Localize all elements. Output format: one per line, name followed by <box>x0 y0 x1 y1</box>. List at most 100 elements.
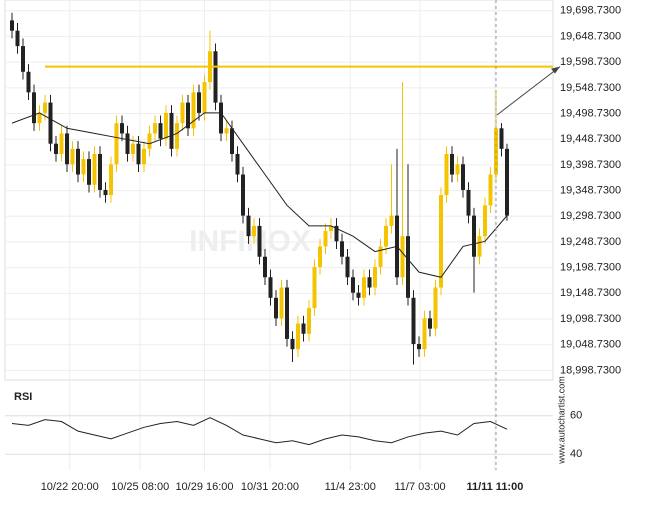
candle-body <box>191 92 196 129</box>
rsi-title: RSI <box>14 391 32 403</box>
candle-body <box>65 133 69 165</box>
candle-body <box>246 215 251 237</box>
candle-body <box>345 256 350 278</box>
y-tick-label: 18,998.7300 <box>560 364 621 376</box>
forecast-arrow <box>496 66 561 116</box>
candle-body <box>43 102 47 113</box>
candle-body <box>230 128 234 154</box>
candle-body <box>164 112 168 139</box>
candle-body <box>142 148 146 165</box>
candle-body <box>224 128 229 134</box>
candle-body <box>87 159 91 185</box>
candle-body <box>323 231 328 247</box>
candle-body <box>334 225 339 242</box>
rsi-line <box>11 417 508 446</box>
candle-body <box>356 292 361 298</box>
candle-body <box>252 225 256 237</box>
moving-average <box>11 112 508 278</box>
candle-body <box>373 266 377 288</box>
y-tick-label: 19,698.7300 <box>560 5 621 17</box>
candle-body <box>450 153 454 175</box>
candle-body <box>158 123 163 139</box>
candle-body <box>213 51 218 103</box>
candle-body <box>125 133 130 154</box>
source: www.autochartist.com <box>556 376 566 465</box>
x-tick-label: 10/25 08:00 <box>111 481 169 493</box>
candle-body <box>54 143 58 154</box>
y-tick-label: 19,248.7300 <box>560 236 621 248</box>
candle-body <box>92 153 97 185</box>
candle-body <box>296 323 300 350</box>
plot-area <box>4 0 554 381</box>
candle-body <box>263 256 267 278</box>
candle-body <box>433 287 438 329</box>
candle-body <box>153 123 157 134</box>
candle-body <box>301 323 306 334</box>
candle-body <box>186 102 190 129</box>
x-tick-label: 11/7 03:00 <box>395 481 446 493</box>
candle-body <box>268 277 273 298</box>
candle-body <box>285 287 289 339</box>
y-tick-label: 19,648.7300 <box>560 30 621 42</box>
candle-body <box>169 112 174 149</box>
candle-body <box>70 148 75 165</box>
candle-body <box>351 277 355 293</box>
rsi-tick-label: 40 <box>570 448 582 460</box>
y-tick-label: 19,498.7300 <box>560 107 621 119</box>
candle-body <box>197 92 201 113</box>
candle-body <box>109 164 113 196</box>
candle-body <box>400 236 405 278</box>
candle-body <box>417 344 421 350</box>
candle-body <box>290 338 295 350</box>
candle-body <box>318 246 322 267</box>
candle-body <box>422 318 427 350</box>
candle-body <box>362 277 366 298</box>
candle-body <box>439 195 443 288</box>
candle-body <box>81 159 86 175</box>
x-tick-label: 10/22 20:00 <box>41 481 99 493</box>
candle-body <box>483 205 487 237</box>
candle-body <box>180 102 185 124</box>
rsi-tick-label: 60 <box>570 410 582 422</box>
candle-body <box>312 266 317 309</box>
candle-body <box>307 308 311 334</box>
candle-body <box>384 225 388 247</box>
y-tick-label: 19,598.7300 <box>560 56 621 68</box>
x-tick-label: 10/29 16:00 <box>175 481 233 493</box>
candle-body <box>131 143 135 154</box>
candle-body <box>32 92 36 124</box>
candle-body <box>175 123 179 149</box>
candle-body <box>76 148 80 175</box>
candle-body <box>340 241 344 257</box>
y-tick-label: 19,148.7300 <box>560 287 621 299</box>
candle-body <box>444 153 449 196</box>
candle-body <box>472 215 476 257</box>
candle-body <box>147 133 152 149</box>
y-tick-label: 19,098.7300 <box>560 313 621 325</box>
candle-body <box>466 189 471 216</box>
candle-body <box>59 133 64 154</box>
candle-body <box>241 174 245 216</box>
candle-body <box>367 277 372 288</box>
arrow-head <box>551 66 560 74</box>
candle-body <box>114 123 119 165</box>
candle-body <box>378 246 383 267</box>
y-tick-label: 19,448.7300 <box>560 133 621 145</box>
candle-body <box>37 112 42 124</box>
candle-body <box>15 30 20 47</box>
candle-body <box>488 174 493 206</box>
candle-body <box>455 164 460 175</box>
y-tick-label: 19,398.7300 <box>560 159 621 171</box>
candle-body <box>279 287 284 319</box>
candle-body <box>257 225 262 257</box>
candle-body <box>274 297 278 319</box>
candle-body <box>103 189 108 196</box>
y-tick-label: 19,548.7300 <box>560 82 621 94</box>
candle-body <box>499 128 504 149</box>
x-tick-label: 10/31 20:00 <box>241 481 299 493</box>
candle-body <box>26 71 31 93</box>
candle-body <box>120 123 124 134</box>
x-tick-label: 11/4 23:00 <box>325 481 376 493</box>
candle-body <box>461 164 465 190</box>
candle-body <box>428 318 432 329</box>
